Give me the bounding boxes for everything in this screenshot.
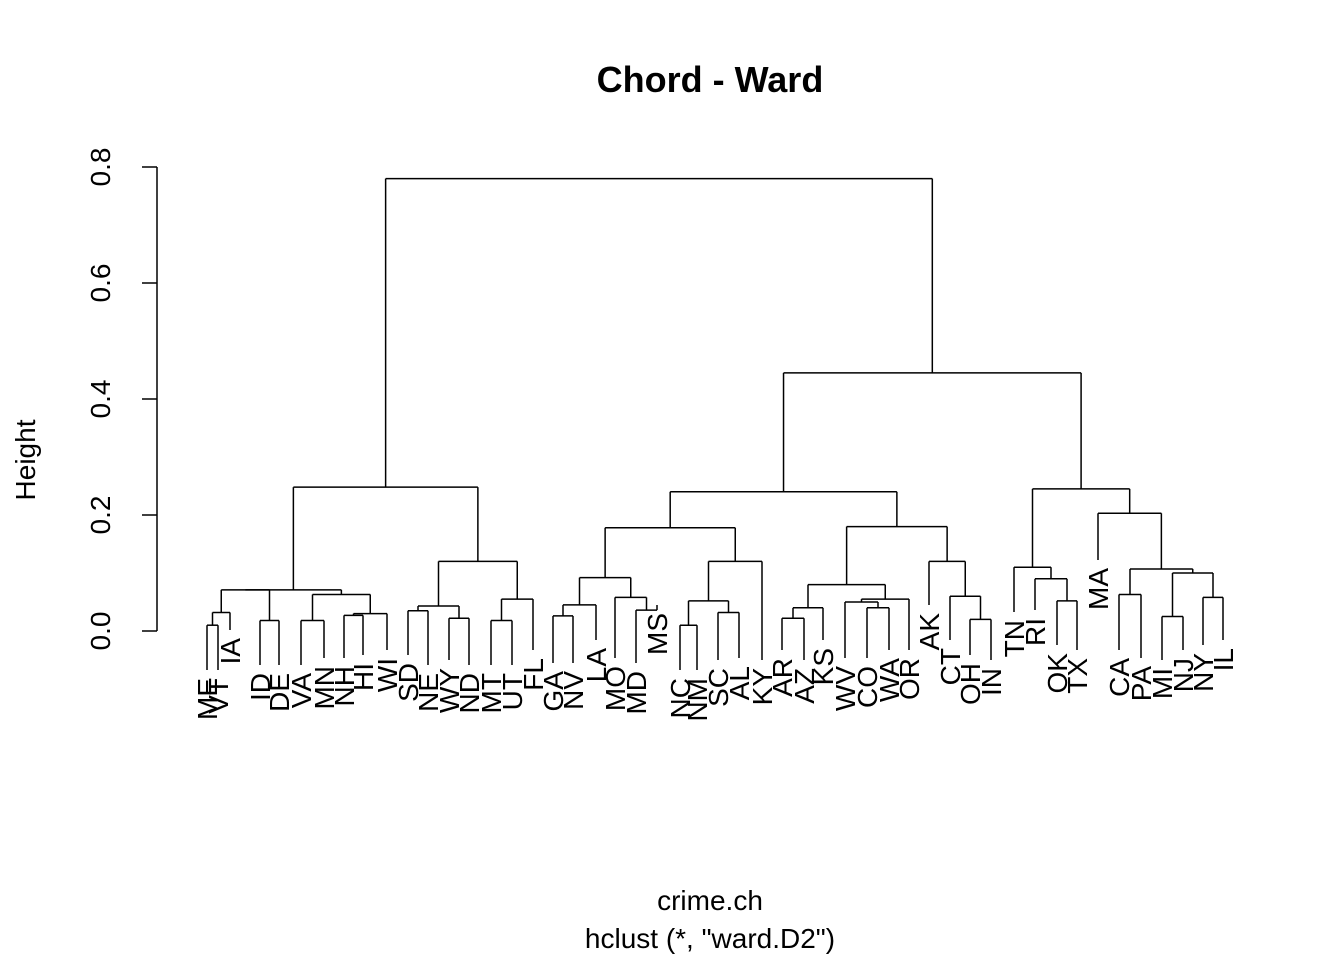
leaf-label-mo: MO — [600, 666, 631, 711]
leaf-label-nm: NM — [682, 678, 713, 722]
leaf-label-il: IL — [1208, 648, 1239, 671]
leaf-label-me: ME — [192, 678, 223, 720]
leaf-label-la: LA — [581, 648, 612, 683]
leaf-label-oh: OH — [955, 663, 986, 705]
leaf-label-pa: PA — [1126, 666, 1157, 702]
leaf-label-nj: NJ — [1168, 658, 1199, 692]
y-tick-label: 0.2 — [85, 496, 116, 535]
leaf-label-nd: ND — [454, 673, 485, 713]
y-axis-label: Height — [10, 419, 41, 500]
leaf-label-tn: TN — [999, 620, 1030, 657]
leaf-label-va: VA — [286, 673, 317, 709]
leaf-label-md: MD — [621, 671, 652, 715]
leaf-label-mn: MN — [309, 666, 340, 710]
leaf-label-fl: FL — [518, 658, 549, 691]
leaf-label-id: ID — [245, 673, 276, 701]
leaf-label-ma: MA — [1083, 568, 1114, 610]
y-tick-label: 0.6 — [85, 264, 116, 303]
leaf-label-mi: MI — [1147, 668, 1178, 699]
leaf-label-ok: OK — [1042, 653, 1073, 694]
leaf-label-wy: WY — [434, 668, 465, 713]
y-tick-label: 0.8 — [85, 148, 116, 187]
y-tick-label: 0.4 — [85, 380, 116, 419]
leaf-label-ny: NY — [1188, 653, 1219, 692]
leaf-label-or: OR — [894, 658, 925, 700]
leaf-label-ak: AK — [914, 613, 945, 651]
leaf-label-sd: SD — [393, 663, 424, 702]
leaf-label-tx: TX — [1062, 658, 1093, 694]
leaf-label-wa: WA — [874, 658, 905, 702]
leaf-label-in: IN — [976, 668, 1007, 696]
y-axis-ticks: 0.0 0.2 0.4 0.6 0.8 — [85, 148, 157, 651]
leaf-label-az: AZ — [789, 668, 820, 704]
leaf-label-sc: SC — [703, 668, 734, 707]
leaf-label-wi: WI — [372, 658, 403, 692]
leaf-label-ne: NE — [413, 673, 444, 712]
leaf-label-ar: AR — [767, 658, 798, 697]
y-tick-label: 0.0 — [85, 612, 116, 651]
dendrogram-links — [206, 177, 1224, 670]
chart-title: Chord - Ward — [597, 59, 824, 100]
leaf-label-hi: HI — [348, 663, 379, 691]
x-axis-label: crime.ch — [657, 885, 763, 916]
leaf-label-al: AL — [724, 666, 755, 700]
leaf-label-co: CO — [852, 666, 883, 708]
leaf-label-wv: WV — [830, 666, 861, 711]
leaf-label-ca: CA — [1104, 658, 1135, 697]
leaf-label-ms: MS — [642, 613, 673, 655]
x-axis-sublabel: hclust (*, "ward.D2") — [585, 923, 835, 954]
leaf-label-nc: NC — [665, 678, 696, 718]
leaf-label-vt: VT — [203, 678, 234, 714]
leaf-label-de: DE — [264, 673, 295, 712]
leaf-label-ct: CT — [935, 648, 966, 685]
leaf-label-nv: NV — [558, 671, 589, 710]
leaf-label-ia: IA — [215, 638, 246, 665]
leaf-label-ut: UT — [497, 673, 528, 710]
leaf-label-ky: KY — [747, 668, 778, 706]
leaf-label-ga: GA — [538, 671, 569, 712]
leaf-label-mt: MT — [476, 673, 507, 713]
leaf-label-ks: KS — [808, 648, 839, 685]
leaf-label-nh: NH — [329, 666, 360, 706]
leaf-label-ri: RI — [1020, 618, 1051, 646]
